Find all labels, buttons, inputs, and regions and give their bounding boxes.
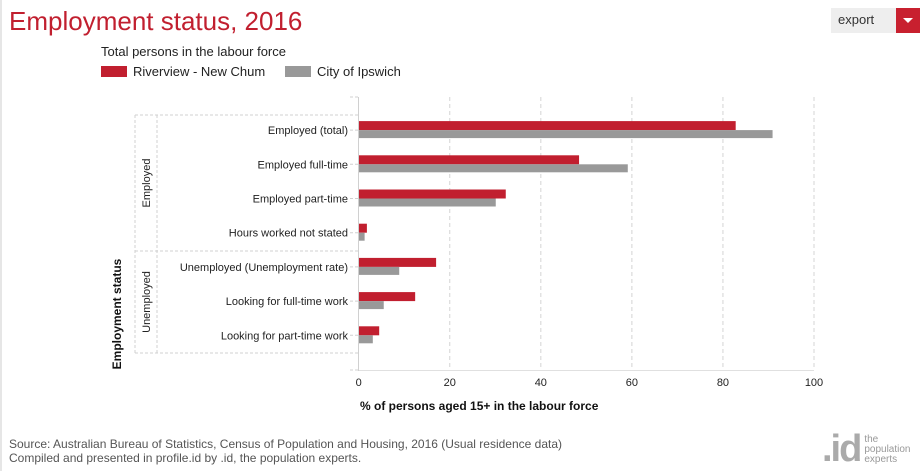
x-tick-label: 0: [356, 377, 362, 389]
bar-riverview[interactable]: [358, 189, 506, 199]
group-label-unemployed: Unemployed: [141, 271, 153, 333]
chart-subtitle: Total persons in the labour force: [101, 44, 286, 59]
export-dropdown-chevron-down-icon[interactable]: [896, 8, 920, 33]
group-label-employed: Employed: [141, 159, 153, 208]
bar-riverview[interactable]: [358, 121, 736, 131]
logo-line-2: population: [864, 444, 911, 455]
legend-swatch-ipswich: [285, 66, 311, 77]
bar-chart: Employed Unemployed Employment status Em…: [110, 96, 824, 413]
logo-mark: .id: [822, 428, 862, 470]
category-label: Employed part-time: [253, 194, 348, 206]
panel-border: [0, 0, 2, 471]
legend-item-ipswich[interactable]: City of Ipswich: [285, 64, 401, 79]
export-button[interactable]: export: [831, 8, 896, 33]
legend-label-ipswich: City of Ipswich: [317, 64, 401, 79]
bar-ipswich[interactable]: [358, 198, 496, 207]
legend-label-riverview: Riverview - New Chum: [133, 64, 266, 79]
bar-ipswich[interactable]: [358, 130, 773, 139]
x-tick-labels: 0 20 40 60 80 100: [356, 377, 824, 389]
bar-riverview[interactable]: [358, 223, 367, 233]
bar-ipswich[interactable]: [358, 335, 373, 344]
legend-swatch-riverview: [101, 66, 127, 77]
category-label: Employed full-time: [258, 159, 348, 171]
category-label: Unemployed (Unemployment rate): [180, 262, 348, 274]
page-title: Employment status, 2016: [9, 6, 303, 36]
legend-item-riverview[interactable]: Riverview - New Chum: [101, 64, 265, 79]
category-labels: Employed (total) Employed full-time Employ…: [180, 125, 358, 342]
logo-text: the population experts: [864, 435, 910, 465]
x-tick-label: 60: [626, 377, 638, 389]
logo-line-3: experts: [864, 454, 898, 465]
source-text: Source: Australian Bureau of Statistics,…: [9, 437, 562, 451]
x-tick-label: 20: [444, 377, 456, 389]
category-label: Hours worked not stated: [229, 228, 348, 240]
bar-riverview[interactable]: [358, 326, 380, 336]
y-axis-title: Employment status: [110, 258, 124, 369]
bar-riverview[interactable]: [358, 257, 437, 267]
bar-riverview[interactable]: [358, 292, 416, 302]
logo-line-1: the: [864, 434, 879, 445]
category-label: Looking for part-time work: [221, 330, 349, 342]
gridlines: [358, 97, 815, 371]
source-note: Source: Australian Bureau of Statistics,…: [9, 437, 562, 465]
category-frame: [134, 114, 358, 354]
x-tick-label: 80: [717, 377, 729, 389]
id-logo: .id the population experts: [822, 428, 910, 470]
x-axis-title: % of persons aged 15+ in the labour forc…: [360, 399, 599, 413]
bar-ipswich[interactable]: [358, 232, 365, 241]
bar-ipswich[interactable]: [358, 266, 400, 275]
bar-ipswich[interactable]: [358, 301, 384, 310]
bar-riverview[interactable]: [358, 155, 580, 165]
x-tick-label: 40: [535, 377, 547, 389]
category-label: Employed (total): [268, 125, 348, 137]
x-tick-label: 100: [805, 377, 823, 389]
bars: [358, 121, 773, 344]
bar-ipswich[interactable]: [358, 164, 628, 173]
compiled-text: Compiled and presented in profile.id by …: [9, 451, 362, 465]
category-label: Looking for full-time work: [226, 296, 349, 308]
